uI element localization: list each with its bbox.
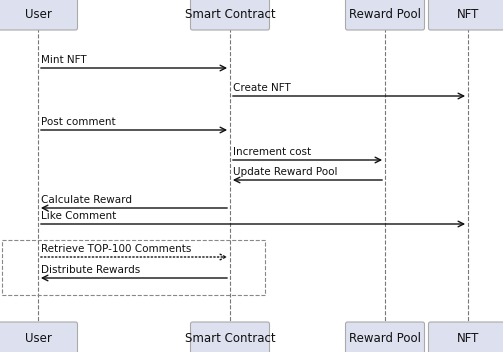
Text: NFT: NFT: [457, 332, 479, 345]
Bar: [3, 240, 266, 295]
Text: Reward Pool: Reward Pool: [349, 7, 421, 20]
Text: User: User: [25, 7, 51, 20]
FancyBboxPatch shape: [0, 0, 77, 30]
Text: Post comment: Post comment: [41, 117, 116, 127]
Text: Update Reward Pool: Update Reward Pool: [233, 167, 338, 177]
Text: Mint NFT: Mint NFT: [41, 55, 87, 65]
Text: Smart Contract: Smart Contract: [185, 7, 275, 20]
FancyBboxPatch shape: [346, 322, 425, 352]
FancyBboxPatch shape: [346, 0, 425, 30]
Text: Distribute Rewards: Distribute Rewards: [41, 265, 140, 275]
Text: Increment cost: Increment cost: [233, 147, 311, 157]
Text: Calculate Reward: Calculate Reward: [41, 195, 132, 205]
Text: Reward Pool: Reward Pool: [349, 332, 421, 345]
FancyBboxPatch shape: [191, 0, 270, 30]
Text: NFT: NFT: [457, 7, 479, 20]
FancyBboxPatch shape: [191, 322, 270, 352]
Text: Create NFT: Create NFT: [233, 83, 291, 93]
Text: User: User: [25, 332, 51, 345]
Text: Smart Contract: Smart Contract: [185, 332, 275, 345]
FancyBboxPatch shape: [0, 322, 77, 352]
Text: Retrieve TOP-100 Comments: Retrieve TOP-100 Comments: [41, 244, 191, 254]
FancyBboxPatch shape: [429, 322, 503, 352]
FancyBboxPatch shape: [429, 0, 503, 30]
Text: Like Comment: Like Comment: [41, 211, 116, 221]
